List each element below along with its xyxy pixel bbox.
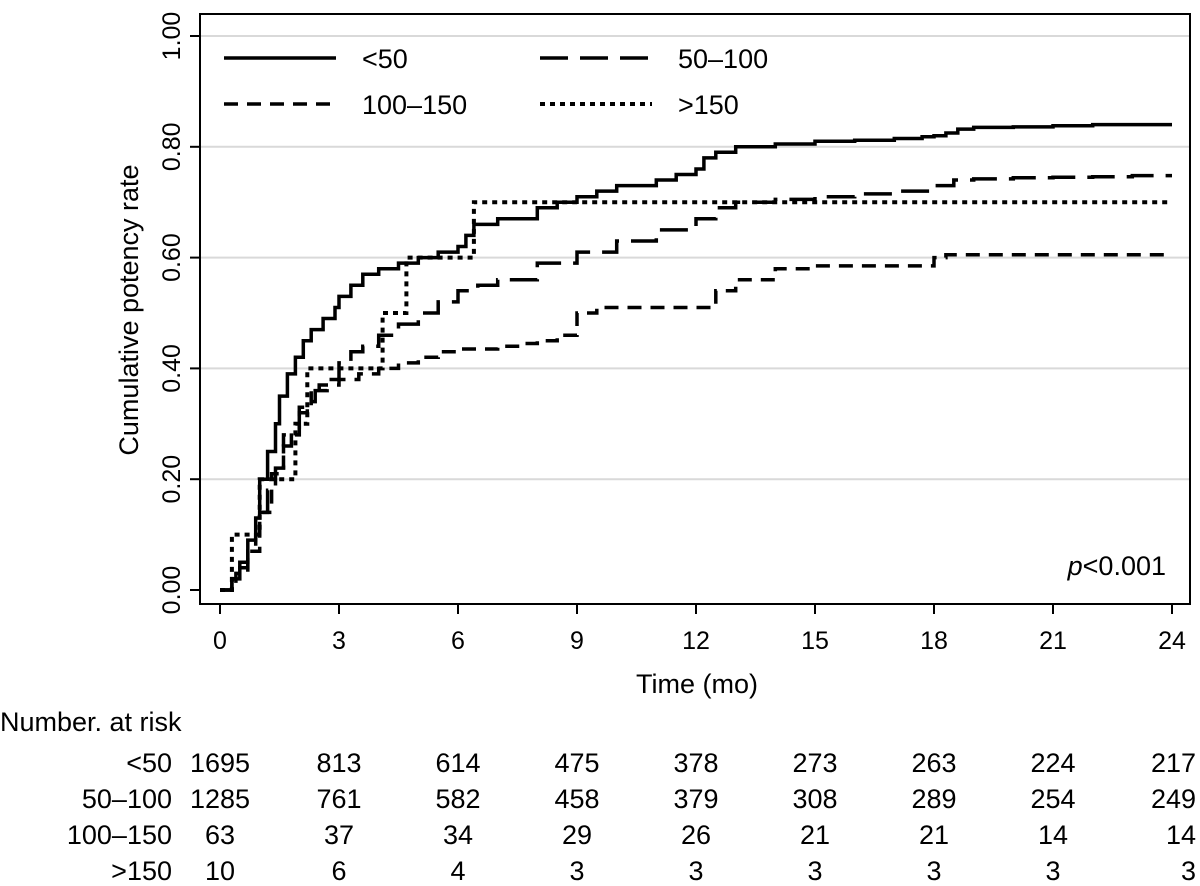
- series-line: [220, 173, 1172, 592]
- x-tick-label: 12: [682, 627, 710, 655]
- risk-value: 308: [792, 784, 837, 814]
- y-axis-label: Cumulative potency rate: [114, 164, 144, 455]
- risk-value: 614: [435, 748, 480, 778]
- risk-value: 3: [1181, 856, 1196, 886]
- risk-value: 582: [435, 784, 480, 814]
- p-value-annotation: p<0.001: [1067, 551, 1166, 581]
- risk-value: 761: [316, 784, 361, 814]
- p-value-prefix: p: [1067, 551, 1083, 581]
- x-tick-label: 15: [801, 627, 829, 655]
- legend-label: <50: [362, 44, 408, 74]
- legend: <50 50–100 100–150 >150: [224, 44, 768, 120]
- y-tick-label: 0.00: [158, 566, 186, 615]
- risk-value: 379: [673, 784, 718, 814]
- risk-value: 249: [1151, 784, 1196, 814]
- risk-value: 224: [1030, 748, 1075, 778]
- risk-value: 21: [800, 820, 830, 850]
- risk-value: 10: [205, 856, 235, 886]
- series-layer: [220, 122, 1172, 592]
- grid-lines: [201, 35, 1189, 481]
- p-value-text: <0.001: [1083, 551, 1166, 581]
- risk-value: 63: [205, 820, 235, 850]
- y-tick-label: 0.20: [158, 455, 186, 504]
- risk-value: 26: [681, 820, 711, 850]
- risk-table-title: Number. at risk: [0, 707, 182, 737]
- x-tick-label: 0: [213, 627, 227, 655]
- risk-value: 14: [1038, 820, 1068, 850]
- risk-value: 14: [1166, 820, 1196, 850]
- x-tick-label: 9: [570, 627, 584, 655]
- risk-value: 3: [1045, 856, 1060, 886]
- series-line: [220, 253, 1172, 592]
- legend-label: 100–150: [362, 90, 467, 120]
- x-tick-label: 6: [451, 627, 465, 655]
- series-line: [220, 200, 1172, 592]
- risk-value: 263: [911, 748, 956, 778]
- risk-value: 458: [554, 784, 599, 814]
- risk-value: 475: [554, 748, 599, 778]
- y-tick-label: 1.00: [158, 12, 186, 61]
- risk-value: 254: [1030, 784, 1075, 814]
- y-tick-label: 0.60: [158, 233, 186, 282]
- risk-value: 1285: [190, 784, 250, 814]
- risk-value: 4: [450, 856, 465, 886]
- series-line: [220, 122, 1172, 592]
- risk-value: 1695: [190, 748, 250, 778]
- risk-value: 3: [926, 856, 941, 886]
- risk-value: 6: [331, 856, 346, 886]
- legend-label: >150: [678, 90, 739, 120]
- risk-value: 273: [792, 748, 837, 778]
- risk-value: 21: [919, 820, 949, 850]
- risk-row-label: 50–100: [82, 784, 172, 814]
- x-axis-label: Time (mo): [636, 669, 758, 699]
- risk-row-label: >150: [111, 856, 172, 886]
- x-tick-label: 21: [1039, 627, 1067, 655]
- x-axis: 0 3 6 9 12 15 18 21 24: [213, 604, 1186, 655]
- risk-value: 3: [569, 856, 584, 886]
- risk-value: 3: [688, 856, 703, 886]
- risk-row-label: 100–150: [67, 820, 172, 850]
- x-tick-label: 3: [332, 627, 346, 655]
- risk-value: 29: [562, 820, 592, 850]
- risk-value: 813: [316, 748, 361, 778]
- legend-label: 50–100: [678, 44, 768, 74]
- risk-row-label: <50: [126, 748, 172, 778]
- y-tick-label: 0.40: [158, 344, 186, 393]
- x-tick-label: 24: [1158, 627, 1186, 655]
- risk-value: 34: [443, 820, 473, 850]
- y-tick-label: 0.80: [158, 122, 186, 171]
- risk-value: 3: [807, 856, 822, 886]
- risk-value: 217: [1151, 748, 1196, 778]
- x-tick-label: 18: [920, 627, 948, 655]
- y-axis: 0.00 0.20 0.40 0.60 0.80 1.00: [158, 12, 200, 615]
- risk-value: 37: [324, 820, 354, 850]
- risk-value: 378: [673, 748, 718, 778]
- risk-value: 289: [911, 784, 956, 814]
